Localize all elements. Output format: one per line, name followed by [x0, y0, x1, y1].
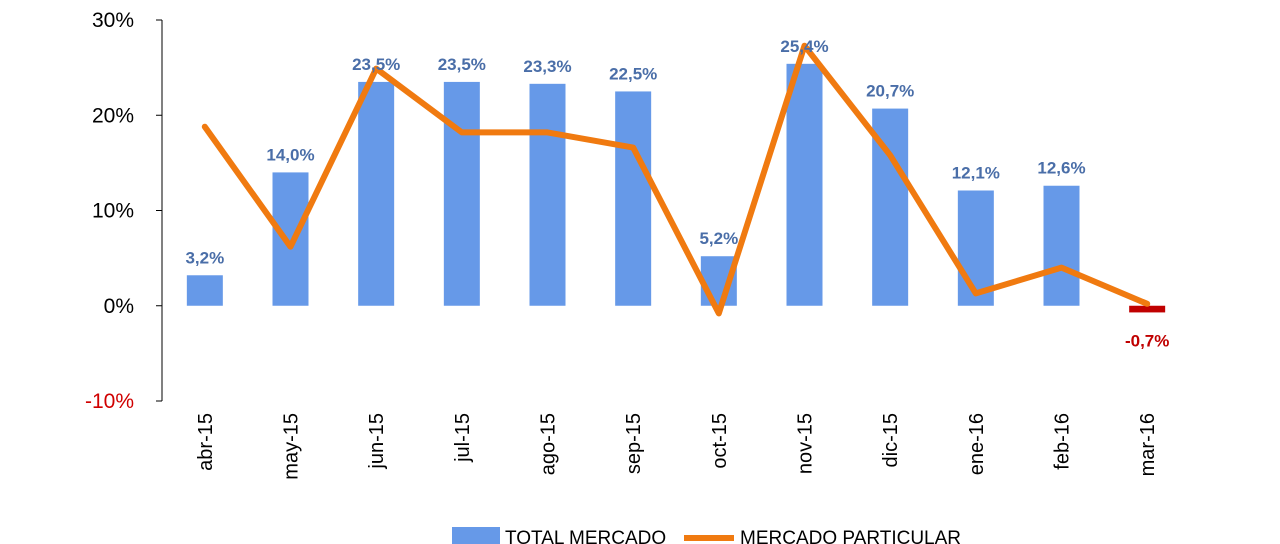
x-tick-label-dic-15: dic-15 [880, 413, 902, 467]
line-point-oct-15 [718, 312, 720, 314]
bars-total-mercado [186, 63, 1166, 313]
data-label-ene-16: 12,1% [952, 163, 1000, 182]
x-tick-label-jul-15: jul-15 [452, 413, 474, 463]
data-label-feb-16: 12,6% [1037, 159, 1085, 178]
line-point-abr-15 [204, 126, 206, 128]
data-label-nov-15: 25,4% [780, 37, 828, 56]
line-point-jul-15 [461, 131, 463, 133]
x-tick-label-ene-16: ene-16 [966, 413, 988, 475]
y-tick-label: 0% [104, 295, 134, 318]
line-point-feb-16 [1061, 267, 1062, 269]
line-point-sep-15 [632, 147, 634, 149]
data-label-jul-15: 23,5% [438, 55, 486, 74]
data-label-sep-15: 22,5% [609, 64, 657, 83]
data-label-may-15: 14,0% [266, 145, 314, 164]
line-point-nov-15 [804, 45, 805, 47]
line-point-jun-15 [375, 68, 377, 70]
y-axis: -10% 0% 10% 20% 30% [85, 9, 163, 413]
bar-sep-15 [615, 91, 652, 306]
legend-swatch-total-mercado [452, 527, 500, 544]
legend: TOTAL MERCADO MERCADO PARTICULAR [452, 527, 961, 544]
x-tick-label-feb-16: feb-16 [1052, 413, 1074, 470]
x-tick-label-nov-15: nov-15 [795, 413, 817, 474]
y-tick-label: -10% [85, 390, 134, 413]
x-tick-label-ago-15: ago-15 [538, 413, 560, 475]
line-point-ago-15 [547, 131, 548, 133]
data-label-mar-16: -0,7% [1125, 331, 1169, 350]
bar-ago-15 [529, 83, 566, 306]
data-label-abr-15: 3,2% [185, 248, 224, 267]
x-tick-label-jun-15: jun-15 [366, 413, 388, 470]
data-label-oct-15: 5,2% [699, 229, 738, 248]
bar-mar-16 [1129, 305, 1166, 313]
bar-feb-16 [1043, 185, 1080, 306]
data-labels: 3,2% 14,0% 23,5% 23,5% 23,3% 22,5% 5,2% 25,4% 20… [185, 37, 1169, 351]
bar-nov-15 [786, 63, 823, 306]
x-tick-label-mar-16: mar-16 [1137, 413, 1159, 476]
bar-jun-15 [358, 81, 395, 306]
line-point-ene-16 [975, 292, 977, 294]
legend-label-mercado-particular: MERCADO PARTICULAR [740, 528, 961, 544]
x-tick-label-sep-15: sep-15 [623, 413, 645, 474]
legend-label-total-mercado: TOTAL MERCADO [505, 528, 666, 544]
x-tick-label-abr-15: abr-15 [195, 413, 217, 471]
bar-may-15 [272, 172, 309, 306]
line-mercado-particular-path [201, 42, 1151, 317]
data-label-dic-15: 20,7% [866, 82, 914, 101]
y-tick-label: 20% [92, 104, 134, 127]
line-point-mar-16 [1146, 303, 1148, 305]
data-label-jun-15: 23,5% [352, 55, 400, 74]
line-point-dic-15 [889, 154, 891, 156]
line-mercado-particular [201, 42, 1151, 317]
bar-jul-15 [443, 81, 480, 306]
x-tick-label-may-15: may-15 [281, 413, 303, 480]
y-tick-label: 10% [92, 200, 134, 223]
x-tick-label-oct-15: oct-15 [709, 413, 731, 469]
y-tick-label: 30% [92, 9, 134, 32]
bar-ene-16 [957, 190, 994, 306]
data-label-ago-15: 23,3% [523, 57, 571, 76]
bar-abr-15 [186, 275, 223, 306]
line-point-may-15 [290, 246, 291, 248]
x-axis: abr-15 may-15 jun-15 jul-15 ago-15 sep-15 oct-… [195, 413, 1159, 480]
